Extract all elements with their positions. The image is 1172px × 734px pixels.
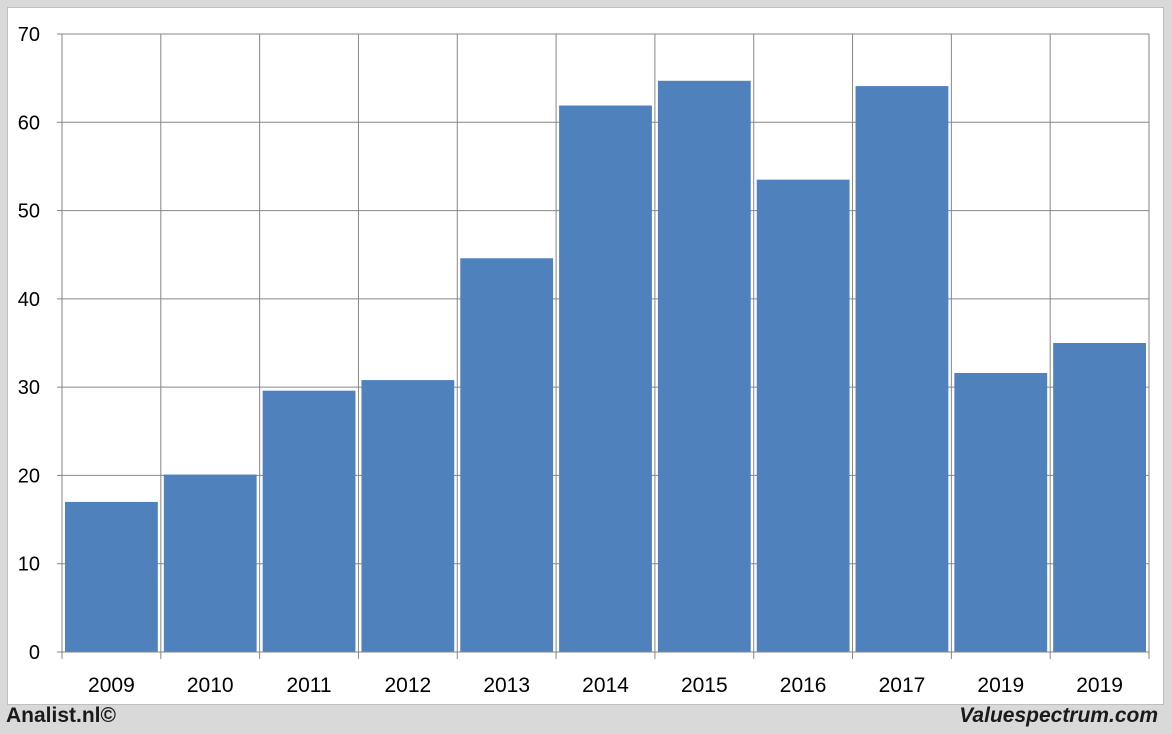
x-tick-label: 2019 <box>977 674 1024 697</box>
bar <box>855 86 949 653</box>
x-tick-label: 2010 <box>187 674 234 697</box>
y-tick-label: 70 <box>18 24 40 46</box>
bar <box>361 380 455 652</box>
x-tick-label: 2011 <box>286 674 331 697</box>
y-tick-label: 60 <box>18 112 40 134</box>
y-tick-label: 40 <box>18 289 40 311</box>
bars <box>65 80 1146 653</box>
y-tick-label: 30 <box>18 377 40 399</box>
bar <box>65 501 158 652</box>
source-label: Analist.nl© <box>6 704 116 727</box>
bar <box>954 373 1048 652</box>
bar <box>657 80 751 652</box>
bar <box>262 390 356 652</box>
x-tick-label: 2014 <box>582 674 629 697</box>
bar <box>756 179 850 652</box>
x-tick-label: 2015 <box>681 674 728 697</box>
x-tick-label: 2017 <box>879 674 926 697</box>
x-tick-label: 2016 <box>780 674 827 697</box>
x-tick-label: 2012 <box>385 674 432 697</box>
y-tick-label: 50 <box>18 201 40 223</box>
axes <box>57 33 1149 653</box>
x-tick-label: 2009 <box>88 674 135 697</box>
bar <box>559 105 652 653</box>
brand-label: Valuespectrum.com <box>959 704 1158 727</box>
tick-labels: 0 10 20 30 40 50 60 70 2009 2010 2011 2012 2013 2014 2… <box>18 24 1123 697</box>
bar <box>163 474 257 652</box>
bar <box>1053 343 1146 652</box>
x-tick-label: 2013 <box>483 674 530 697</box>
y-tick-label: 0 <box>29 642 40 664</box>
bar <box>460 258 554 652</box>
y-tick-label: 20 <box>18 465 40 487</box>
y-tick-label: 10 <box>18 554 40 576</box>
x-tick-label: 2019 <box>1076 674 1123 697</box>
